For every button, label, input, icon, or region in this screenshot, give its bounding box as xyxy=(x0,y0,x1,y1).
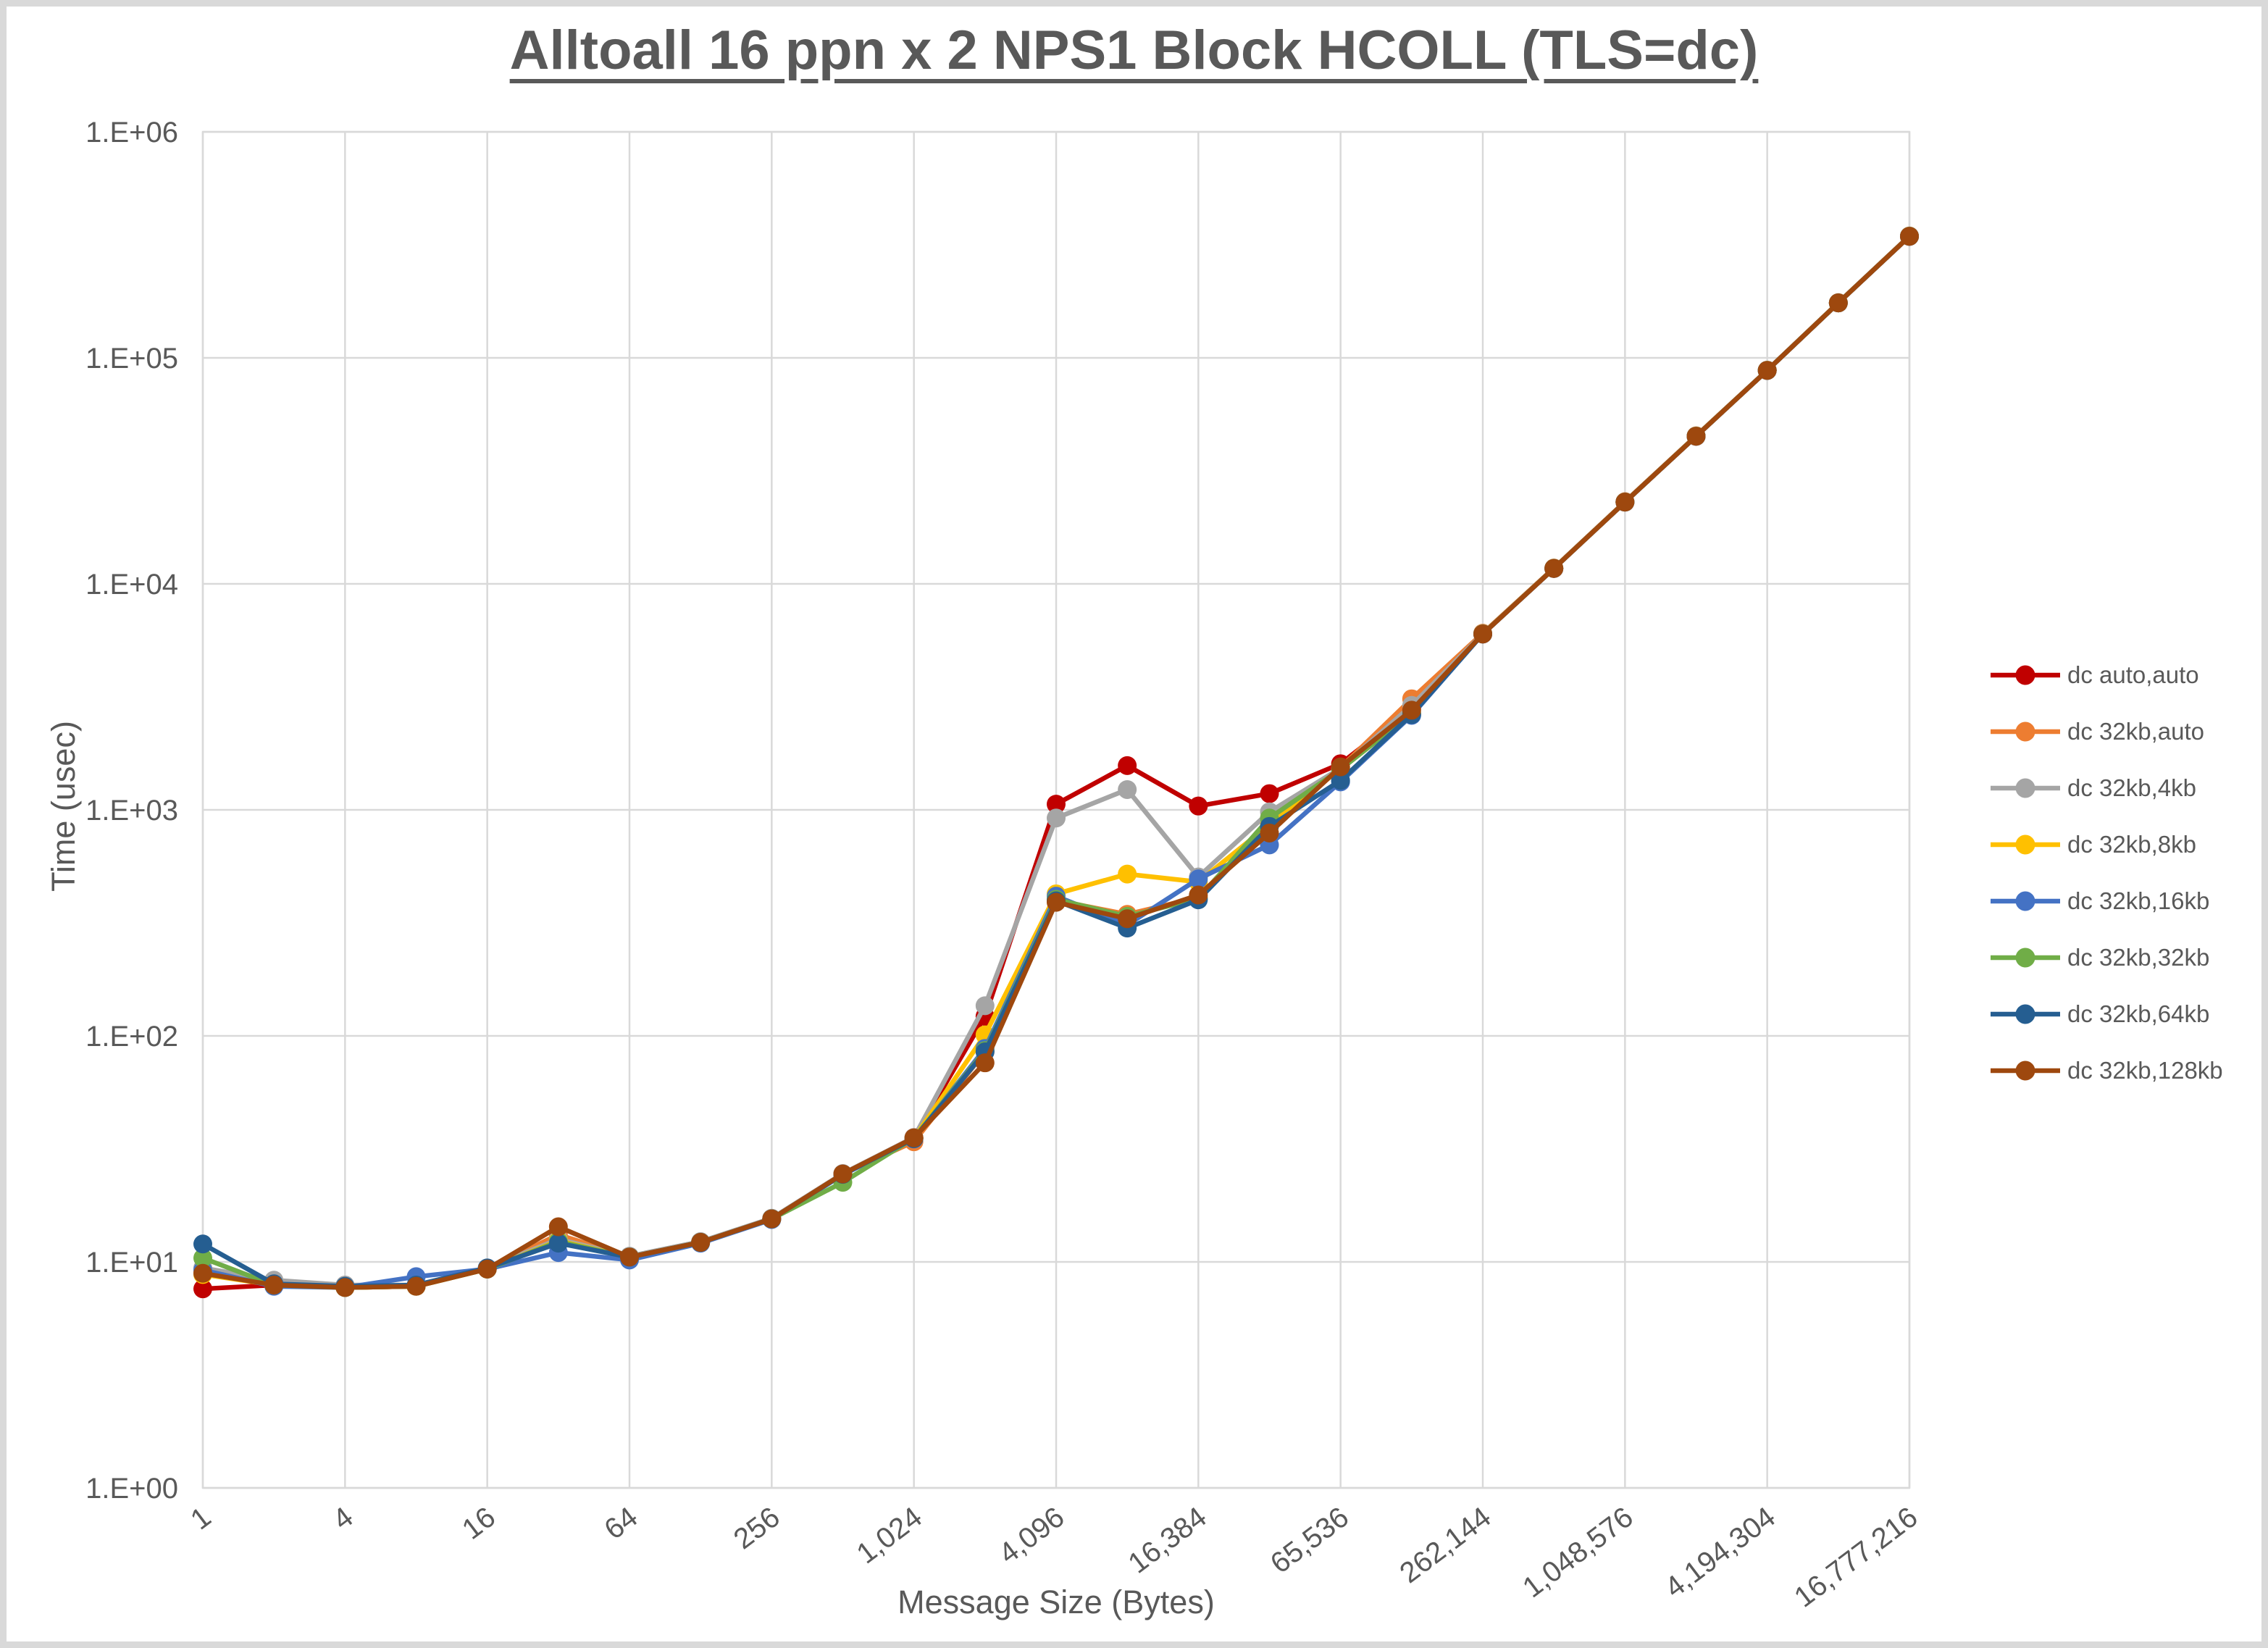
data-point-dc-32kb-128kb xyxy=(833,1164,853,1184)
y-tick-label: 1.E+06 xyxy=(85,117,178,149)
data-point-dc-32kb-64kb xyxy=(1331,771,1350,790)
legend-swatch-dc-32kb-128kb xyxy=(1991,1061,2060,1081)
data-point-dc-32kb-128kb xyxy=(1900,227,1919,246)
data-point-dc-32kb-128kb xyxy=(477,1259,497,1279)
data-point-dc-32kb-128kb xyxy=(1615,493,1635,512)
legend-item-dc-32kb-4kb[interactable]: dc 32kb,4kb xyxy=(1991,760,2223,816)
data-point-dc-auto-auto xyxy=(1260,784,1279,803)
y-axis-title: Time (usec) xyxy=(45,721,82,892)
legend-label-dc-32kb-8kb: dc 32kb,8kb xyxy=(2067,831,2196,858)
y-tick-label: 1.E+05 xyxy=(85,343,178,375)
x-tick-label: 4 xyxy=(327,1501,359,1536)
x-tick-label: 16,777,216 xyxy=(1788,1501,1923,1614)
data-point-dc-32kb-128kb xyxy=(691,1233,711,1252)
legend-swatch-dc-32kb-16kb xyxy=(1991,891,2060,911)
data-point-dc-32kb-128kb xyxy=(548,1217,568,1237)
legend-label-dc-32kb-128kb: dc 32kb,128kb xyxy=(2067,1057,2223,1084)
x-tick-label: 65,536 xyxy=(1265,1501,1355,1580)
y-tick-label: 1.E+04 xyxy=(85,569,178,601)
x-tick-label: 4,194,304 xyxy=(1659,1501,1781,1604)
legend-item-dc-32kb-128kb[interactable]: dc 32kb,128kb xyxy=(1991,1042,2223,1099)
x-tick-label: 64 xyxy=(598,1501,643,1546)
data-point-dc-32kb-128kb xyxy=(1189,885,1208,905)
legend-label-dc-32kb-32kb: dc 32kb,32kb xyxy=(2067,944,2210,971)
legend-swatch-dc-32kb-8kb xyxy=(1991,835,2060,855)
legend-swatch-dc-32kb-64kb xyxy=(1991,1004,2060,1024)
x-tick-label: 1 xyxy=(185,1501,217,1536)
chart-title: Alltoall 16 ppn x 2 NPS1 Block HCOLL (TL… xyxy=(509,20,1759,81)
x-tick-label: 4,096 xyxy=(993,1501,1070,1570)
plot-border xyxy=(201,130,1911,1489)
legend-item-dc-32kb-auto[interactable]: dc 32kb,auto xyxy=(1991,703,2223,760)
data-point-dc-32kb-32kb xyxy=(193,1248,212,1268)
data-point-dc-32kb-128kb xyxy=(620,1247,639,1267)
data-point-dc-32kb-4kb xyxy=(1118,779,1137,799)
x-tick-label: 262,144 xyxy=(1394,1501,1497,1589)
data-point-dc-32kb-128kb xyxy=(264,1275,284,1294)
legend-swatch-dc-32kb-auto xyxy=(1991,721,2060,742)
y-tick-label: 1.E+01 xyxy=(85,1247,178,1279)
data-point-dc-32kb-128kb xyxy=(1260,823,1279,842)
data-point-dc-32kb-128kb xyxy=(1047,892,1066,912)
y-tick-label: 1.E+02 xyxy=(85,1021,178,1053)
legend-label-dc-32kb-4kb: dc 32kb,4kb xyxy=(2067,774,2196,801)
legend-label-dc-32kb-64kb: dc 32kb,64kb xyxy=(2067,1000,2210,1027)
data-point-dc-32kb-4kb xyxy=(1047,808,1066,828)
data-point-dc-32kb-128kb xyxy=(193,1263,212,1283)
legend-item-dc-32kb-64kb[interactable]: dc 32kb,64kb xyxy=(1991,986,2223,1042)
legend-item-dc-32kb-8kb[interactable]: dc 32kb,8kb xyxy=(1991,816,2223,873)
legend: dc auto,auto dc 32kb,auto dc 32kb,4kb dc 32… xyxy=(1991,647,2223,1099)
legend-item-dc-auto-auto[interactable]: dc auto,auto xyxy=(1991,647,2223,703)
data-point-dc-32kb-128kb xyxy=(1402,700,1421,720)
legend-item-dc-32kb-32kb[interactable]: dc 32kb,32kb xyxy=(1991,929,2223,986)
legend-swatch-dc-32kb-32kb xyxy=(1991,948,2060,968)
legend-swatch-dc-auto-auto xyxy=(1991,665,2060,685)
legend-label-dc-32kb-16kb: dc 32kb,16kb xyxy=(2067,887,2210,914)
data-point-dc-32kb-128kb xyxy=(904,1128,924,1147)
data-point-dc-32kb-4kb xyxy=(975,996,995,1016)
data-point-dc-auto-auto xyxy=(1047,795,1066,814)
x-tick-label: 256 xyxy=(728,1501,786,1555)
legend-label-dc-32kb-auto: dc 32kb,auto xyxy=(2067,718,2204,745)
data-point-dc-32kb-128kb xyxy=(1828,293,1848,313)
data-point-dc-32kb-128kb xyxy=(335,1278,355,1297)
data-point-dc-32kb-64kb xyxy=(193,1234,212,1254)
x-tick-label: 1,048,576 xyxy=(1517,1501,1639,1604)
data-point-dc-32kb-128kb xyxy=(1686,427,1706,446)
legend-swatch-dc-32kb-4kb xyxy=(1991,778,2060,798)
data-point-dc-auto-auto xyxy=(1189,796,1208,816)
data-point-dc-32kb-128kb xyxy=(1331,757,1350,777)
legend-label-dc-auto-auto: dc auto,auto xyxy=(2067,661,2199,688)
data-point-dc-32kb-64kb xyxy=(548,1234,568,1253)
y-tick-label: 1.E+03 xyxy=(85,795,178,827)
x-tick-label: 16,384 xyxy=(1123,1501,1213,1580)
y-tick-label: 1.E+00 xyxy=(85,1473,178,1505)
x-tick-label: 16 xyxy=(456,1501,501,1546)
legend-item-dc-32kb-16kb[interactable]: dc 32kb,16kb xyxy=(1991,873,2223,929)
data-point-dc-32kb-16kb xyxy=(1189,869,1208,889)
data-point-dc-32kb-128kb xyxy=(1544,559,1564,578)
x-tick-label: 1,024 xyxy=(851,1501,928,1570)
data-point-dc-32kb-128kb xyxy=(762,1209,782,1229)
data-point-dc-32kb-128kb xyxy=(1473,624,1492,644)
data-point-dc-32kb-128kb xyxy=(975,1053,995,1073)
data-point-dc-auto-auto xyxy=(1118,756,1137,775)
data-point-dc-auto-auto xyxy=(193,1279,212,1299)
data-point-dc-32kb-128kb xyxy=(406,1276,426,1296)
x-axis-title: Message Size (Bytes) xyxy=(897,1584,1215,1620)
data-point-dc-32kb-128kb xyxy=(1118,909,1137,929)
data-point-dc-32kb-8kb xyxy=(1118,864,1137,884)
data-point-dc-32kb-128kb xyxy=(1757,361,1777,380)
